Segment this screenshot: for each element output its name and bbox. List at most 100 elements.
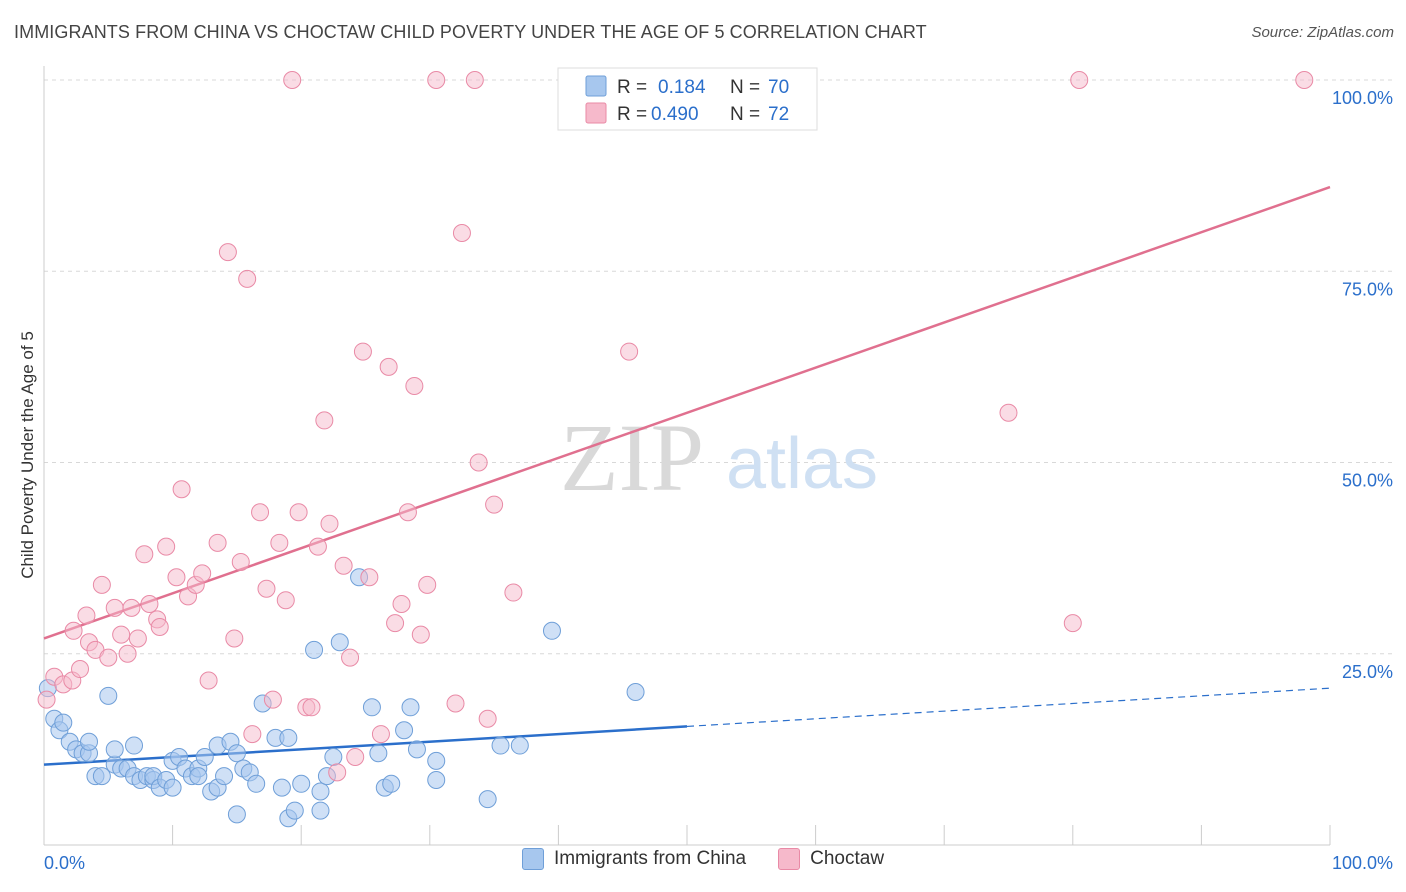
- legend-n-value: 70: [768, 77, 789, 98]
- point-choctaw: [289, 503, 308, 522]
- correlation-legend: R = 0.184 N = 70 R = 0.490 N = 72: [557, 67, 818, 131]
- point-choctaw: [999, 403, 1018, 422]
- point-china: [285, 801, 304, 820]
- legend-n-label: N =: [730, 104, 760, 125]
- point-china: [330, 633, 349, 652]
- point-choctaw: [1295, 71, 1314, 89]
- series-choctaw-points: [37, 71, 1314, 782]
- point-choctaw: [320, 514, 339, 533]
- point-choctaw: [469, 453, 488, 472]
- point-choctaw: [283, 71, 302, 89]
- point-choctaw: [71, 660, 90, 679]
- y-tick-label: 50.0%: [1342, 471, 1393, 491]
- tick-labels: 100.0% 75.0% 50.0% 25.0% 0.0% 100.0%: [44, 88, 1393, 873]
- point-choctaw: [418, 575, 437, 594]
- point-choctaw: [199, 671, 218, 690]
- legend-label-china: Immigrants from China: [553, 848, 747, 869]
- point-choctaw: [346, 748, 365, 767]
- point-china: [491, 736, 510, 755]
- point-choctaw: [478, 709, 497, 728]
- point-china: [189, 767, 208, 786]
- point-choctaw: [64, 621, 83, 640]
- point-choctaw: [135, 545, 154, 564]
- point-china: [99, 686, 118, 705]
- point-choctaw: [92, 575, 111, 594]
- point-choctaw: [427, 71, 446, 89]
- point-choctaw: [225, 629, 244, 648]
- point-choctaw: [150, 617, 169, 636]
- point-china: [80, 732, 99, 751]
- watermark: ZIP atlas: [560, 404, 878, 511]
- point-choctaw: [371, 725, 390, 744]
- point-choctaw: [302, 698, 321, 717]
- series-china-points: [38, 568, 645, 828]
- trendline-china-extrapolated: [686, 687, 1331, 728]
- point-choctaw: [504, 583, 523, 602]
- trendline-choctaw: [43, 185, 1331, 640]
- legend-item-choctaw: Choctaw: [778, 848, 884, 870]
- point-choctaw: [208, 533, 227, 552]
- point-choctaw: [167, 568, 186, 587]
- y-tick-label: 100.0%: [1332, 88, 1393, 108]
- point-china: [311, 782, 330, 801]
- legend-r-value: 0.490: [651, 104, 699, 125]
- point-choctaw: [465, 71, 484, 89]
- point-choctaw: [1063, 614, 1082, 633]
- point-choctaw: [334, 556, 353, 575]
- y-tick-label: 75.0%: [1342, 279, 1393, 299]
- legend-swatch-china: [521, 848, 544, 870]
- legend-n-label: N =: [730, 77, 760, 98]
- point-china: [247, 774, 266, 793]
- point-choctaw: [398, 503, 417, 522]
- legend-r-value: 0.184: [658, 77, 706, 98]
- legend-r-label: R =: [617, 104, 647, 125]
- point-choctaw: [231, 552, 250, 571]
- point-choctaw: [392, 595, 411, 614]
- point-choctaw: [118, 644, 137, 663]
- watermark-zip: ZIP: [560, 404, 704, 511]
- legend-swatch-choctaw: [778, 848, 801, 870]
- point-china: [54, 713, 73, 732]
- point-china: [305, 640, 324, 659]
- point-china: [292, 774, 311, 793]
- point-china: [324, 748, 343, 767]
- point-choctaw: [172, 480, 191, 499]
- point-china: [227, 744, 246, 763]
- point-choctaw: [386, 614, 405, 633]
- point-china: [92, 767, 111, 786]
- watermark-atlas: atlas: [726, 424, 878, 504]
- point-choctaw: [99, 648, 118, 667]
- point-china: [478, 790, 497, 809]
- point-choctaw: [341, 648, 360, 667]
- point-china: [279, 728, 298, 747]
- point-choctaw: [128, 629, 147, 648]
- point-china: [427, 751, 446, 770]
- point-choctaw: [452, 224, 471, 242]
- point-china: [369, 744, 388, 763]
- source-credit: Source: ZipAtlas.com: [1251, 24, 1394, 41]
- point-choctaw: [1070, 71, 1089, 89]
- legend-item-china: Immigrants from China: [521, 848, 747, 870]
- point-choctaw: [238, 269, 257, 288]
- point-choctaw: [353, 342, 372, 361]
- point-choctaw: [105, 598, 124, 617]
- point-china: [382, 774, 401, 793]
- point-china: [215, 767, 234, 786]
- point-choctaw: [263, 690, 282, 709]
- point-china: [401, 698, 420, 717]
- point-choctaw: [218, 243, 237, 262]
- point-china: [227, 805, 246, 824]
- point-choctaw: [360, 568, 379, 587]
- point-china: [407, 740, 426, 759]
- point-choctaw: [257, 579, 276, 598]
- point-china: [195, 748, 214, 767]
- series-legend: Immigrants from China Choctaw: [0, 848, 1406, 870]
- point-choctaw: [122, 598, 141, 617]
- point-choctaw: [37, 690, 56, 709]
- point-china: [427, 770, 446, 789]
- point-choctaw: [328, 763, 347, 782]
- point-choctaw: [315, 411, 334, 430]
- point-china: [105, 740, 124, 759]
- trendlines: [43, 185, 1331, 766]
